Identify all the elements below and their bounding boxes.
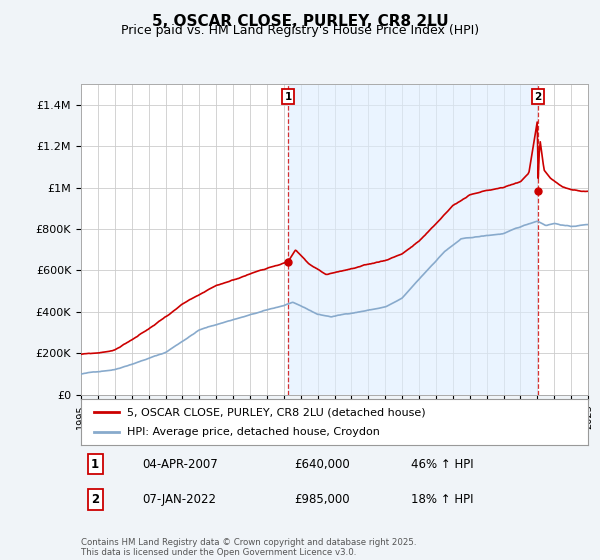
Text: Contains HM Land Registry data © Crown copyright and database right 2025.
This d: Contains HM Land Registry data © Crown c… [81, 538, 416, 557]
Text: 04-APR-2007: 04-APR-2007 [142, 458, 218, 470]
Text: HPI: Average price, detached house, Croydon: HPI: Average price, detached house, Croy… [127, 427, 380, 437]
Text: 18% ↑ HPI: 18% ↑ HPI [410, 493, 473, 506]
Text: 46% ↑ HPI: 46% ↑ HPI [410, 458, 473, 470]
Text: £985,000: £985,000 [294, 493, 350, 506]
Text: 2: 2 [534, 92, 541, 102]
Text: Price paid vs. HM Land Registry's House Price Index (HPI): Price paid vs. HM Land Registry's House … [121, 24, 479, 37]
Text: 1: 1 [91, 458, 99, 470]
Text: 5, OSCAR CLOSE, PURLEY, CR8 2LU (detached house): 5, OSCAR CLOSE, PURLEY, CR8 2LU (detache… [127, 407, 425, 417]
Text: 5, OSCAR CLOSE, PURLEY, CR8 2LU: 5, OSCAR CLOSE, PURLEY, CR8 2LU [152, 14, 448, 29]
Bar [288, 84, 538, 395]
Text: £640,000: £640,000 [294, 458, 350, 470]
Text: 2: 2 [91, 493, 99, 506]
Text: 07-JAN-2022: 07-JAN-2022 [142, 493, 216, 506]
Text: 1: 1 [284, 92, 292, 102]
